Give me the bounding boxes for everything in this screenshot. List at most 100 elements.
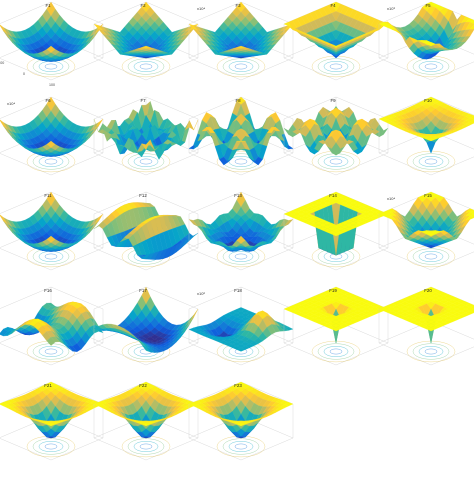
plot-f23: F23 bbox=[188, 381, 294, 475]
surface bbox=[188, 96, 294, 166]
contour-line bbox=[234, 63, 248, 70]
plot-title: F5 bbox=[425, 3, 431, 8]
surface-plot: F14 bbox=[283, 191, 389, 271]
surface-patch bbox=[141, 139, 151, 151]
contour-line bbox=[121, 150, 171, 173]
floor-contour bbox=[121, 150, 171, 173]
surface-patch bbox=[331, 150, 341, 156]
plot-f11: F11 bbox=[0, 191, 104, 285]
surface-plot: F15 x10⁴ bbox=[378, 191, 474, 271]
surface-plot: F11 bbox=[0, 191, 104, 271]
plot-f20: F20 bbox=[378, 286, 474, 380]
surface bbox=[0, 381, 104, 439]
surface-patch bbox=[46, 45, 56, 53]
floor-contour bbox=[216, 435, 266, 458]
plot-title: F3 bbox=[235, 3, 241, 8]
contour-line bbox=[418, 251, 444, 262]
surface bbox=[378, 286, 474, 344]
plot-title: F9 bbox=[330, 98, 336, 103]
contour-line bbox=[216, 150, 266, 173]
contour-line bbox=[412, 248, 450, 265]
floor-contour bbox=[311, 340, 361, 363]
surface-patch bbox=[236, 45, 246, 49]
plot-f9: F9 bbox=[283, 96, 389, 190]
contour-line bbox=[234, 253, 248, 260]
contour-line bbox=[216, 435, 266, 458]
plot-title: F15 bbox=[424, 193, 432, 198]
surface bbox=[188, 1, 294, 59]
contour-line bbox=[406, 340, 456, 363]
plot-title: F19 bbox=[329, 288, 337, 293]
contour-line bbox=[44, 348, 58, 355]
contour-line bbox=[133, 156, 159, 167]
surface-patch bbox=[141, 253, 151, 260]
contour-line bbox=[38, 61, 64, 72]
plot-f17: F17 bbox=[93, 286, 199, 380]
plot-title: F22 bbox=[139, 383, 147, 388]
surface-plot: F5 x10⁹ bbox=[378, 1, 474, 81]
surface-patch bbox=[469, 214, 474, 218]
surface-patch bbox=[331, 232, 341, 237]
surface-patch bbox=[469, 119, 474, 124]
surface-plot: F10 bbox=[378, 96, 474, 176]
contour-line bbox=[139, 443, 153, 450]
surface-plot: F16 bbox=[0, 286, 104, 366]
floor-contour bbox=[121, 435, 171, 458]
surface-plot: F9 bbox=[283, 96, 389, 176]
contour-line bbox=[406, 150, 456, 173]
contour-line bbox=[311, 55, 361, 78]
contour-line bbox=[133, 61, 159, 72]
plot-f14: F14 bbox=[283, 191, 389, 285]
contour-line bbox=[228, 156, 254, 167]
contour-line bbox=[228, 441, 254, 452]
contour-line bbox=[222, 438, 260, 455]
floor-contour bbox=[311, 55, 361, 78]
surface-plot: F6 x10⁴ bbox=[0, 96, 104, 176]
contour-line bbox=[139, 158, 153, 165]
surface-patch bbox=[469, 309, 474, 313]
contour-line bbox=[38, 156, 64, 167]
contour-line bbox=[317, 153, 355, 170]
axes-box bbox=[188, 286, 294, 366]
contour-line bbox=[216, 55, 266, 78]
surface-patch bbox=[46, 235, 56, 243]
surface-patch bbox=[469, 210, 474, 214]
surface-plot: F2 bbox=[93, 1, 199, 81]
contour-line bbox=[323, 156, 349, 167]
plot-f16: F16 bbox=[0, 286, 104, 380]
floor-contour bbox=[216, 55, 266, 78]
surface bbox=[283, 1, 389, 59]
plot-title: F21 bbox=[44, 383, 52, 388]
z-exponent-label: x10⁴ bbox=[7, 101, 15, 106]
floor-contour bbox=[406, 150, 456, 173]
plot-title: F8 bbox=[235, 98, 241, 103]
plot-f22: F22 bbox=[93, 381, 199, 475]
surface bbox=[0, 301, 104, 352]
plot-f1: F1 -100 0 100 bbox=[0, 1, 104, 95]
z-exponent-label: x10⁴ bbox=[387, 196, 395, 201]
surface bbox=[283, 286, 389, 344]
contour-line bbox=[424, 253, 438, 260]
contour-line bbox=[127, 153, 165, 170]
surface-patch bbox=[176, 140, 186, 146]
surface-plot: F3 x10⁴ bbox=[188, 1, 294, 81]
contour-line bbox=[406, 245, 456, 268]
surface bbox=[378, 96, 474, 154]
surface-patch bbox=[46, 140, 56, 148]
plot-title: F23 bbox=[234, 383, 242, 388]
floor-contour bbox=[406, 340, 456, 363]
plot-title: F4 bbox=[330, 3, 336, 8]
contour-line bbox=[418, 156, 444, 167]
surface-patch bbox=[426, 327, 436, 332]
surface-patch bbox=[469, 305, 474, 309]
contour-line bbox=[329, 63, 343, 70]
surface-patch bbox=[331, 327, 341, 332]
z-exponent-label: x10⁶ bbox=[197, 291, 205, 296]
contour-line bbox=[424, 63, 438, 70]
contour-line bbox=[38, 346, 64, 357]
x-tick-label: 0 bbox=[23, 72, 25, 76]
surface bbox=[0, 1, 104, 62]
contour-line bbox=[44, 158, 58, 165]
surface-patch bbox=[426, 42, 436, 47]
contour-line bbox=[222, 248, 260, 265]
